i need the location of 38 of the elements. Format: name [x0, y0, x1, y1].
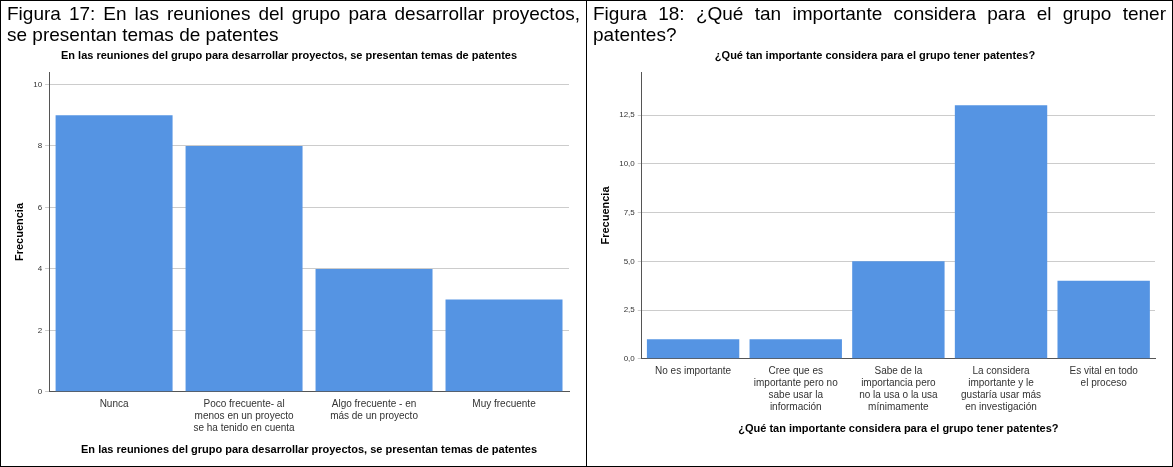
x-tick-label: Muy frecuente: [472, 397, 537, 409]
x-tick-label: No es importante: [655, 364, 732, 376]
bar: [749, 339, 842, 359]
bar: [646, 339, 740, 359]
bar: [55, 115, 173, 392]
bar: [185, 145, 303, 392]
y-tick-label: 4: [37, 264, 43, 274]
y-tick-label: 0,0: [623, 354, 636, 363]
bar: [1057, 280, 1150, 359]
chart-title: Figura 17: En las reuniones del grupo para desarrollar proyectos, se presentan temas de patentes: [6, 2, 581, 47]
x-tick-label: Algo frecuente - en más de un proyecto: [330, 397, 419, 421]
x-axis-title: ¿Qué tan importante considera para el grupo tener patentes?: [738, 422, 1059, 436]
x-tick-label: Sabe de la importancia pero no la usa o la usa mínimamente: [859, 364, 939, 412]
y-tick-label: 2: [37, 325, 43, 335]
bar: [445, 299, 563, 392]
y-tick-label: 10: [33, 79, 43, 89]
x-axis-title: En las reuniones del grupo para desarrollar proyectos, se presentan temas de patentes: [81, 443, 538, 456]
bar: [954, 105, 1048, 359]
x-tick-label: Cree que es importante pero no sabe usar la información: [753, 364, 839, 412]
y-axis-title: Frecuencia: [12, 202, 25, 262]
y-tick-label: 7,5: [623, 207, 636, 217]
chart-title: Figura 18: ¿Qué tan importante considera para el grupo tener patentes?: [592, 2, 1167, 47]
x-tick-label: La considera importante y le gustaría usar más en investigación: [961, 364, 1042, 412]
x-tick-label: Poco frecuente- al menos en un proyecto se ha tenido en cuenta: [193, 397, 296, 433]
chart-subtitle: En las reuniones del grupo para desarrollar proyectos, se presentan temas de patentes: [60, 48, 518, 61]
y-tick-label: 10,0: [619, 159, 636, 169]
y-tick-label: 0: [37, 387, 43, 396]
chart-subtitle: ¿Qué tan importante considera para el grupo tener patentes?: [714, 48, 1036, 62]
x-tick-label: Es vital en todo el proceso: [1069, 364, 1139, 388]
bar: [315, 268, 433, 392]
x-tick-label: Nunca: [99, 397, 129, 409]
y-tick-label: 8: [37, 141, 43, 151]
y-tick-label: 12,5: [619, 110, 636, 120]
y-axis-title: Frecuencia: [598, 185, 611, 245]
bar: [852, 261, 945, 359]
y-tick-label: 6: [37, 202, 43, 212]
y-tick-label: 5,0: [623, 256, 636, 266]
y-tick-label: 2,5: [623, 305, 636, 315]
